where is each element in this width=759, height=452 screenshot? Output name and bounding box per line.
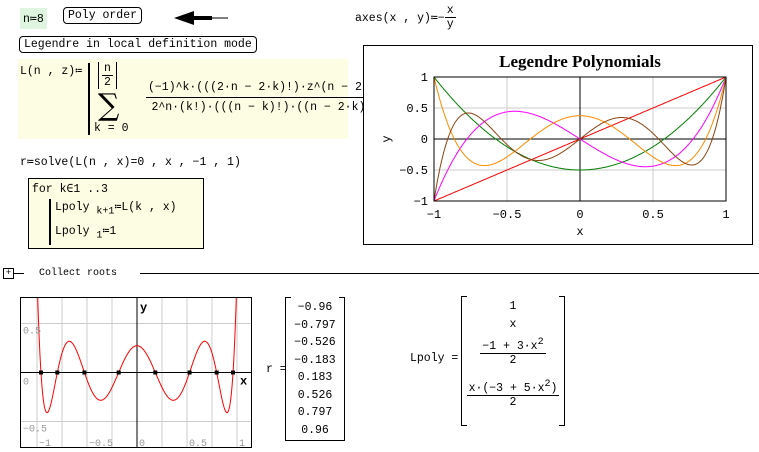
x-tick-label: 1 [722,208,729,222]
lpoly-elem-3: −1 + 3·x2 2 [480,337,546,367]
r-value: −0.526 [294,336,336,349]
assign-line-1: Lpoly k+1≔L(k , x) [55,201,177,218]
y-tick-label: 0 [421,133,428,147]
poly-order-note[interactable]: Poly order [63,7,143,24]
plot-box [433,76,727,202]
root-marker [55,370,60,375]
r-value: −0.183 [294,353,336,367]
y-tick-label: −1 [414,195,428,209]
plus-box-icon[interactable]: + [3,268,14,279]
x-axis-label: x [576,225,583,239]
sum-lower: k = 0 [94,122,129,135]
lpoly-elem-4: x·(−3 + 5·x2) 2 [466,379,560,409]
program-block[interactable]: for k∈1 ..3 Lpoly k+1≔L(k , x) Lpoly 1≔1 [28,178,204,249]
root-marker [153,370,158,375]
series-line [433,76,727,167]
y-tick-label: 1 [421,71,428,85]
y-tick-label: −0.5 [399,164,428,178]
solve-definition[interactable]: r≔solve(L(n , x)=0 , x , −1 , 1) [20,156,241,169]
y-tick-label: 0.5 [23,326,41,337]
lpoly-elem-2: x [509,318,517,331]
r-value: 0.96 [301,423,329,437]
x-tick-label: 0 [576,208,583,222]
roots-chart[interactable]: −1 −0.5 0 0.5 1 0.5 0 −0.5 y x [20,297,252,448]
x-tick-label: 0 [139,439,145,448]
r-value: 0.526 [297,388,333,402]
x-tick-label: 0.5 [642,208,664,222]
for-line: for k∈1 ..3 [32,183,108,196]
divider [14,273,24,274]
chart-title: Legendre Polynomials [499,52,661,71]
n-definition[interactable]: n≔8 [20,8,47,29]
r-value: 0.183 [297,371,333,384]
x-tick-label: −0.5 [89,439,113,448]
program-bar [49,199,51,245]
series-line [433,76,727,202]
root-marker [231,370,235,375]
r-value: −0.96 [297,301,333,314]
root-marker [82,370,87,375]
divider [140,273,759,274]
x-tick-label: −1 [427,208,441,222]
y-tick-label: −0.5 [23,425,47,436]
y-axis-label: y [380,135,394,142]
y-tick-label: 0 [23,378,29,389]
series-line [433,76,727,171]
summand: (−1)^k·(((2·n − 2·k)!)·z^(n − 2·k)) 2^n·… [146,81,392,114]
series-line [37,297,237,414]
sum-icon: ∑ [98,88,120,123]
assign-line-2: Lpoly 1≔1 [55,225,117,242]
x-tick-label: 1 [239,439,245,448]
root-marker [187,370,192,375]
x-tick-label: 0.5 [189,439,207,448]
y-tick-label: 0.5 [406,102,428,116]
lpoly-elem-1: 1 [509,300,517,313]
x-tick-label: −1 [39,439,51,448]
plot-box [20,297,252,448]
legendre-chart[interactable]: Legendre Polynomials −1 −0.5 0 0.5 1 1 0.5 0 −0.5… [363,45,753,245]
legendre-note[interactable]: Legendre in local definition mode [19,36,257,53]
root-marker [39,370,43,375]
collect-roots-label[interactable]: Collect roots [39,268,118,279]
root-marker [116,370,121,375]
root-marker [214,370,219,375]
r-value: 0.797 [297,406,333,419]
left-arrow-icon [174,11,228,25]
r-lhs: r = [266,363,287,376]
r-value: −0.797 [294,318,336,332]
program-bar [88,63,90,135]
lpoly-matrix[interactable]: 1 x −1 + 3·x2 2 x·(−3 + 5·x2) 2 [461,296,565,426]
x-tick-label: −0.5 [493,208,522,222]
L-lhs: L(n , z)≔ [20,65,83,78]
x-axis-label: x [240,375,247,389]
lpoly-lhs: Lpoly = [410,352,459,365]
axes-definition[interactable]: axes(x , y)≔− x y [355,4,456,31]
y-axis-label: y [140,301,147,315]
r-matrix[interactable]: −0.96 −0.797 −0.526 −0.183 0.183 0.526 0.797 0.… [285,297,345,441]
